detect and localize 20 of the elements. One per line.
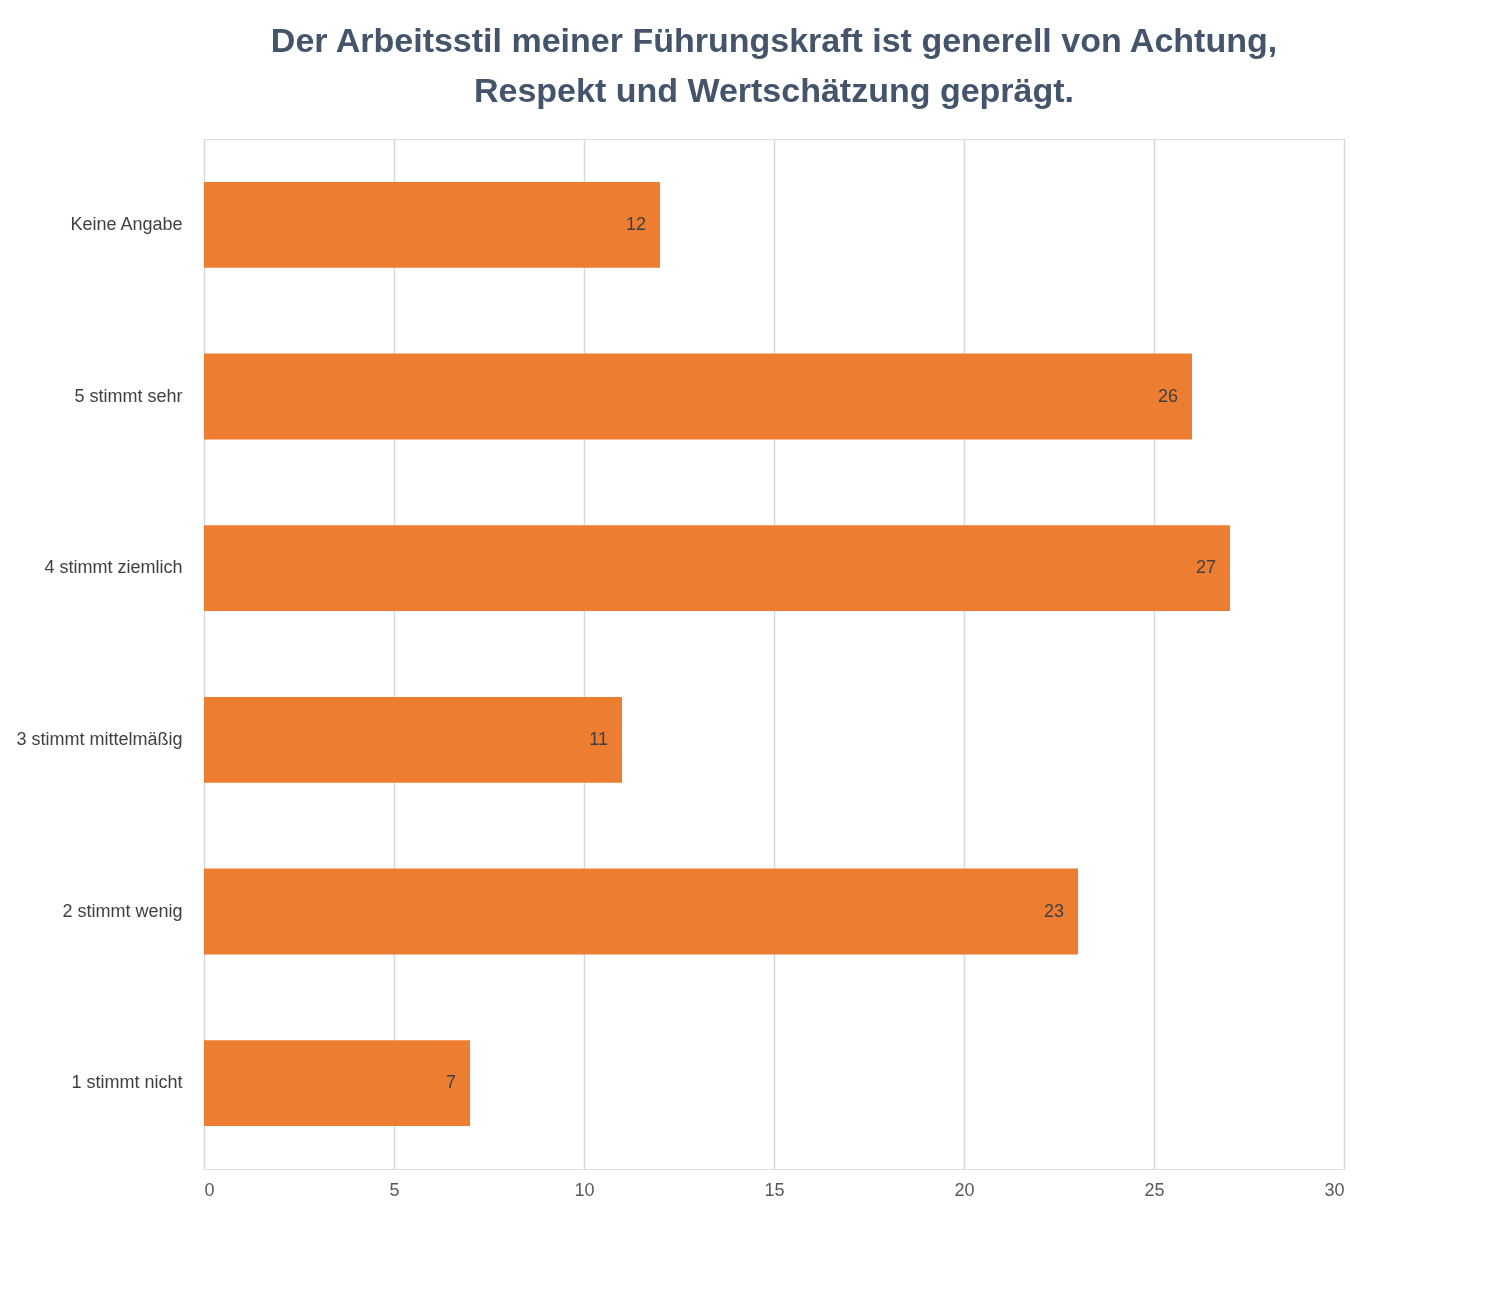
y-tick-label: Keine Angabe bbox=[70, 213, 183, 234]
x-tick-label: 10 bbox=[574, 1179, 595, 1200]
x-tick-label: 25 bbox=[1144, 1179, 1165, 1200]
x-tick-label: 0 bbox=[204, 1179, 215, 1200]
data-label: 23 bbox=[1043, 900, 1064, 921]
y-tick-label: 5 stimmt sehr bbox=[74, 385, 183, 406]
x-tick-label: 5 bbox=[389, 1179, 400, 1200]
x-tick-label: 15 bbox=[764, 1179, 785, 1200]
y-tick-label: 2 stimmt wenig bbox=[62, 900, 183, 921]
chart-title: Der Arbeitsstil meiner Führungskraft ist generell von Achtung, Respekt und Wertschätzung geprägt. bbox=[270, 21, 1278, 109]
y-tick-label: 4 stimmt ziemlich bbox=[44, 557, 183, 578]
data-label: 7 bbox=[445, 1072, 456, 1093]
data-label: 26 bbox=[1157, 385, 1178, 406]
y-tick-label: 3 stimmt mittelmäßig bbox=[16, 728, 183, 749]
y-tick-label: 1 stimmt nicht bbox=[71, 1072, 183, 1093]
x-tick-label: 20 bbox=[954, 1179, 975, 1200]
data-label: 27 bbox=[1195, 557, 1216, 578]
data-label: 11 bbox=[589, 728, 608, 749]
x-tick-label: 30 bbox=[1324, 1179, 1345, 1200]
data-label: 12 bbox=[625, 213, 646, 234]
